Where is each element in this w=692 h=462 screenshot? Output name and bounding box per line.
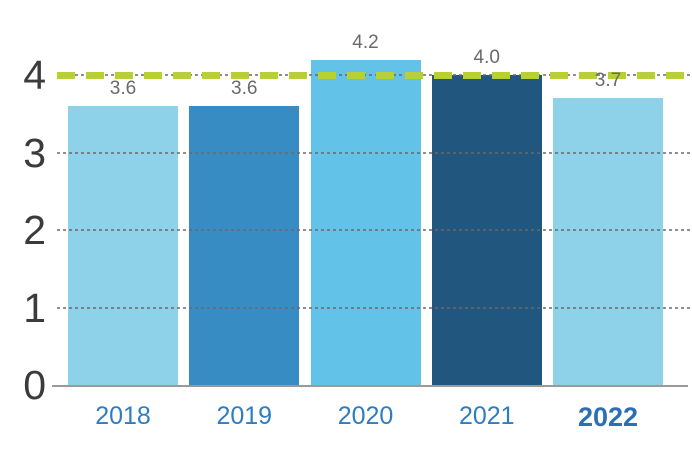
bar-value-label-2018: 3.6	[109, 78, 137, 99]
plot-area: 3.6 3.6 4.2 4.0 3.7	[57, 0, 692, 385]
y-tick-label-1: 1	[23, 284, 46, 331]
bar-2020	[310, 59, 421, 385]
x-tick-label-2018: 2018	[95, 402, 151, 430]
bar-value-label-2021: 4.0	[473, 47, 500, 68]
y-tick-label-2: 2	[23, 207, 46, 253]
bar-value-label-2019: 3.6	[231, 78, 258, 99]
gridline	[57, 306, 692, 309]
y-tick-label-3: 3	[23, 129, 46, 176]
x-tick-label-2019: 2019	[216, 402, 273, 430]
x-tick-label-2020: 2020	[337, 402, 394, 430]
bar-2022	[553, 98, 663, 385]
gridline	[57, 151, 692, 154]
x-axis-line	[52, 385, 688, 387]
bar-value-label-2022: 3.7	[594, 70, 622, 92]
y-tick-label-4: 4	[23, 52, 46, 98]
bar-value-label-2020: 4.2	[352, 31, 379, 53]
x-tick-label-2021: 2021	[458, 402, 515, 430]
bar-2019	[189, 106, 300, 385]
bar-2018	[68, 106, 178, 385]
x-tick-label-2022: 2022	[577, 402, 639, 432]
gridline	[57, 229, 692, 231]
target-reference-line	[57, 71, 692, 79]
y-tick-label-0: 0	[23, 362, 46, 408]
